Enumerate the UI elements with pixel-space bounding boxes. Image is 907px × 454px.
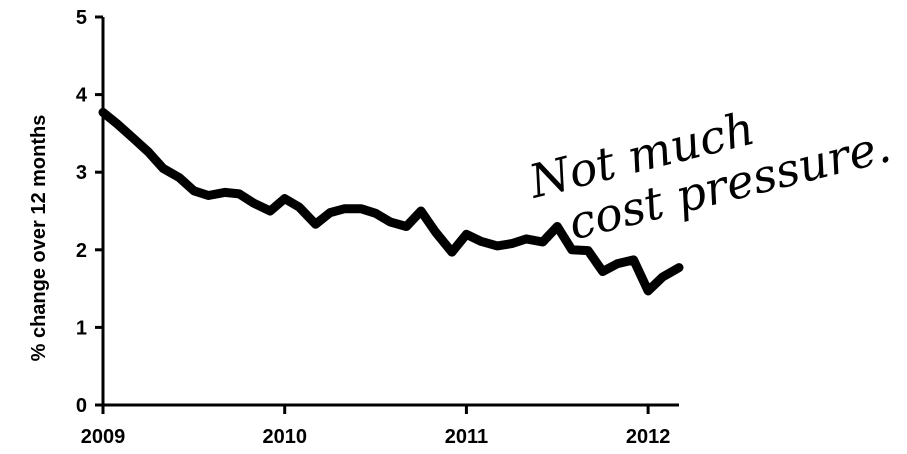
x-tick-label: 2012 — [626, 426, 671, 448]
y-tick-label: 2 — [76, 240, 87, 262]
y-axis-title: % change over 12 months — [28, 115, 50, 362]
series-line — [98, 107, 684, 296]
handwritten-annotation: Not much cost pressure. — [523, 101, 896, 251]
y-tick-label: 5 — [76, 7, 87, 29]
axes — [101, 17, 679, 407]
x-ticks: 2009 2010 2011 2012 — [81, 405, 671, 448]
y-tick-label: 4 — [76, 85, 88, 107]
x-tick-label: 2009 — [81, 426, 126, 448]
y-ticks: 0 1 2 3 4 5 — [76, 7, 103, 417]
x-tick-label: 2011 — [445, 426, 488, 448]
y-tick-label: 1 — [76, 317, 87, 339]
y-tick-label: 3 — [76, 162, 87, 184]
x-tick-label: 2010 — [262, 426, 307, 448]
y-tick-label: 0 — [76, 395, 87, 417]
